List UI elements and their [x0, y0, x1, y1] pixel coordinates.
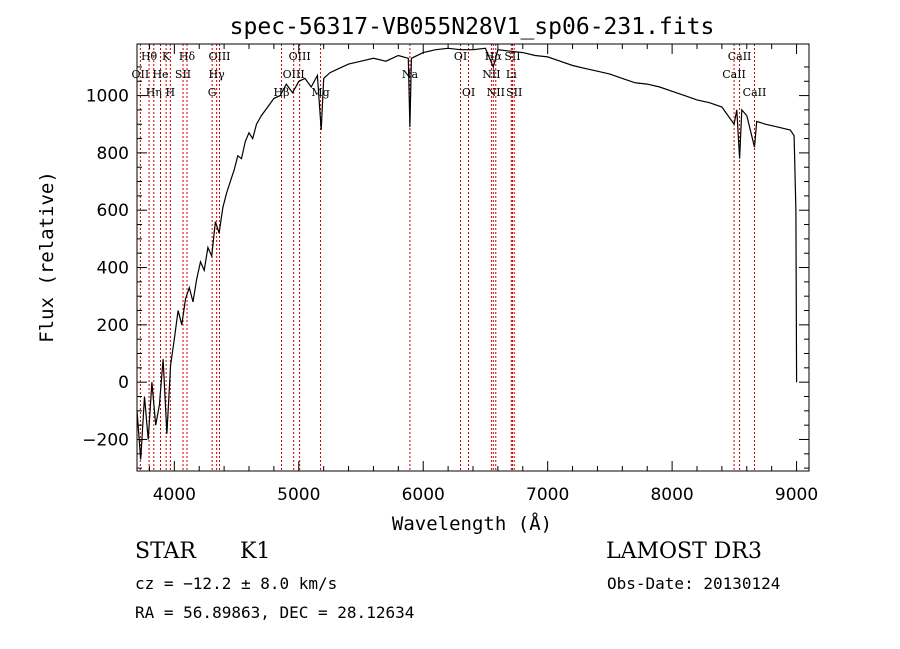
- line-marker-label-8: Hγ: [209, 68, 226, 81]
- line-marker-label-19: Hα: [485, 50, 503, 63]
- x-tick-label-2: 6000: [402, 485, 445, 505]
- line-marker-label-13: OIII: [289, 50, 311, 63]
- line-marker-label-2: Hη: [146, 86, 162, 99]
- y-tick-label-5: 800: [97, 144, 129, 164]
- line-marker-label-9: OIII: [208, 50, 230, 63]
- line-marker-label-26: CaII: [743, 86, 767, 99]
- object-subclass: K1: [240, 539, 271, 564]
- x-axis-label: Wavelength (Å): [392, 512, 552, 535]
- line-marker-label-6: SII: [175, 68, 191, 81]
- line-marker-label-16: OI: [454, 50, 467, 63]
- x-tick-label-3: 7000: [526, 485, 569, 505]
- line-marker-label-0: Hθ: [141, 50, 158, 63]
- line-marker-label-12: OIII: [283, 68, 305, 81]
- line-markers: [139, 44, 755, 471]
- y-tick-label-4: 600: [97, 201, 129, 221]
- y-axis-ticks: −200 0 200 400 600 800 1000: [82, 66, 809, 469]
- line-marker-label-3: K: [162, 50, 171, 63]
- y-tick-label-6: 1000: [86, 87, 129, 107]
- line-marker-label-5: He: [152, 68, 168, 81]
- spectrum-series-line: [136, 47, 798, 460]
- line-marker-label-17: OI: [462, 86, 475, 99]
- x-tick-label-1: 5000: [277, 485, 320, 505]
- line-marker-label-1: OII: [132, 68, 150, 81]
- x-tick-label-5: 9000: [775, 485, 818, 505]
- y-tick-label-1: 0: [118, 373, 129, 393]
- line-marker-label-14: Mg: [311, 86, 329, 99]
- line-marker-label-24: CaII: [722, 68, 746, 81]
- x-axis-ticks: 4000 5000 6000 7000 8000 9000: [148, 44, 818, 505]
- survey-name: LAMOST DR3: [606, 539, 762, 564]
- line-marker-label-21: SII: [504, 50, 520, 63]
- object-type: STAR: [135, 539, 196, 564]
- x-tick-label-0: 4000: [153, 485, 196, 505]
- y-tick-label-2: 200: [97, 316, 129, 336]
- line-marker-label-15: Na: [402, 68, 419, 81]
- line-marker-label-7: Hδ: [179, 50, 196, 63]
- chart-title: spec-56317-VB055N28V1_sp06-231.fits: [230, 14, 715, 40]
- line-marker-label-23: SII: [506, 86, 522, 99]
- ra-dec-coords: RA = 56.89863, DEC = 28.12634: [135, 603, 415, 622]
- line-marker-label-22: Li: [506, 68, 517, 81]
- line-marker-label-25: CaII: [728, 50, 752, 63]
- obs-date: Obs-Date: 20130124: [607, 574, 781, 593]
- line-marker-label-10: G: [208, 86, 217, 99]
- x-tick-label-4: 8000: [650, 485, 693, 505]
- y-axis-label: Flux (relative): [36, 171, 58, 343]
- line-marker-label-18: NII: [482, 68, 500, 81]
- y-tick-label-0: −200: [82, 430, 129, 450]
- y-tick-label-3: 400: [97, 259, 129, 279]
- line-marker-label-20: NII: [487, 86, 505, 99]
- plot-frame: [136, 43, 810, 472]
- redshift-cz: cz = −12.2 ± 8.0 km/s: [135, 574, 338, 593]
- line-marker-label-4: H: [166, 86, 176, 99]
